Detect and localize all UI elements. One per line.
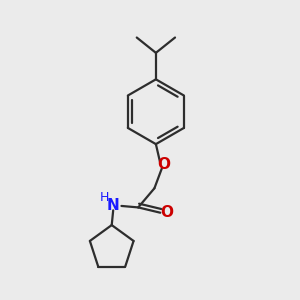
Text: H: H — [100, 191, 109, 204]
Text: O: O — [158, 157, 171, 172]
Text: N: N — [107, 198, 120, 213]
Text: O: O — [160, 205, 173, 220]
